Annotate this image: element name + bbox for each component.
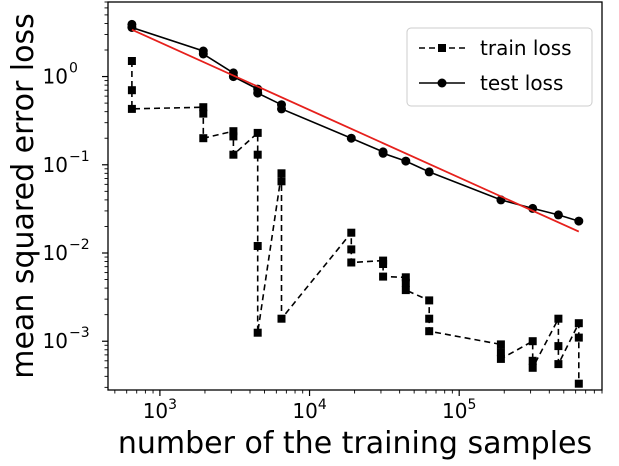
y-tick-base: 10	[43, 329, 68, 353]
series-0-point	[199, 134, 208, 143]
series-0-point	[347, 245, 356, 254]
series-0-point	[277, 169, 286, 178]
series-0-point	[554, 360, 563, 369]
series-0-point	[528, 356, 537, 365]
x-tick-label: 104	[292, 397, 326, 423]
series-1-point	[553, 210, 563, 220]
y-tick-exponent: −2	[69, 237, 90, 253]
series-0-point	[379, 272, 388, 281]
legend-marker	[437, 78, 447, 88]
legend-label: train loss	[480, 36, 572, 60]
series-0-point	[379, 260, 388, 268]
series-0-point	[277, 314, 286, 323]
y-tick-label: 10	[43, 65, 68, 89]
series-0-point	[496, 340, 505, 349]
series-0-point	[229, 150, 238, 159]
series-1-point	[198, 49, 208, 59]
series-0-point	[554, 342, 563, 351]
x-tick-label: 103	[143, 397, 177, 423]
y-tick-exponent: −1	[69, 149, 90, 165]
series-0	[127, 57, 583, 388]
series-0-point	[574, 319, 583, 328]
y-tick-label: 10	[43, 153, 68, 177]
series-1-point	[401, 156, 411, 166]
legend-label: test loss	[480, 71, 563, 95]
y-tick-base: 10	[43, 65, 68, 89]
series-0-point	[425, 314, 434, 323]
series-2-line	[131, 28, 580, 233]
x-tick-base: 10	[292, 399, 317, 423]
series-0-point	[496, 348, 505, 357]
series-0-point	[425, 327, 434, 336]
series-1-point	[277, 104, 286, 114]
series-2	[131, 28, 580, 233]
y-tick-exponent: −3	[69, 325, 90, 341]
x-tick-base: 10	[143, 399, 168, 423]
x-tick-base: 10	[442, 399, 467, 423]
series-layer	[127, 19, 584, 388]
series-0-point	[574, 379, 583, 388]
series-0-point	[127, 86, 136, 95]
series-0-point	[528, 363, 537, 372]
series-0-point	[277, 177, 286, 186]
x-tick-label: 105	[442, 397, 476, 423]
series-0-point	[496, 354, 505, 363]
series-0-point	[253, 328, 262, 337]
x-tick-exponent: 4	[318, 397, 327, 413]
y-tick-exponent: 0	[69, 61, 78, 77]
series-1-point	[574, 216, 584, 226]
x-tick-exponent: 3	[168, 397, 177, 413]
series-0-point	[199, 103, 208, 112]
series-0-point	[253, 242, 262, 250]
series-0-point	[425, 296, 434, 305]
x-axis-label: number of the training samples	[118, 426, 592, 461]
x-tick-exponent: 5	[467, 397, 476, 413]
series-0-point	[127, 57, 136, 65]
series-0-point	[229, 132, 238, 141]
series-0-point	[347, 228, 356, 237]
y-tick-label: 10	[43, 241, 68, 265]
y-tick-label: 10	[43, 329, 68, 353]
series-0-point	[401, 273, 410, 282]
y-tick-base: 10	[43, 241, 68, 265]
legend-item: train loss	[419, 36, 572, 60]
legend: train loss test loss	[406, 27, 593, 107]
series-1-point	[424, 167, 434, 177]
series-0-point	[401, 286, 410, 295]
series-1-point	[253, 88, 263, 98]
legend-marker	[438, 44, 446, 52]
series-0-point	[253, 128, 262, 137]
series-0-point	[554, 314, 563, 323]
y-axis-label: mean squared error loss	[6, 13, 41, 379]
series-0-point	[229, 127, 238, 136]
series-0-point	[528, 337, 537, 346]
series-0-point	[347, 258, 356, 267]
series-0-point	[574, 333, 583, 342]
y-tick-base: 10	[43, 153, 68, 177]
series-0-point	[253, 150, 262, 159]
series-0-point	[199, 109, 208, 118]
series-0-line	[131, 61, 580, 384]
series-0-point	[401, 278, 410, 287]
series-1-point	[378, 148, 388, 158]
series-0-point	[127, 104, 136, 113]
legend-item: test loss	[419, 71, 563, 95]
x-axis-ticks: 103 104 105	[114, 390, 603, 423]
series-1-point	[346, 133, 356, 143]
